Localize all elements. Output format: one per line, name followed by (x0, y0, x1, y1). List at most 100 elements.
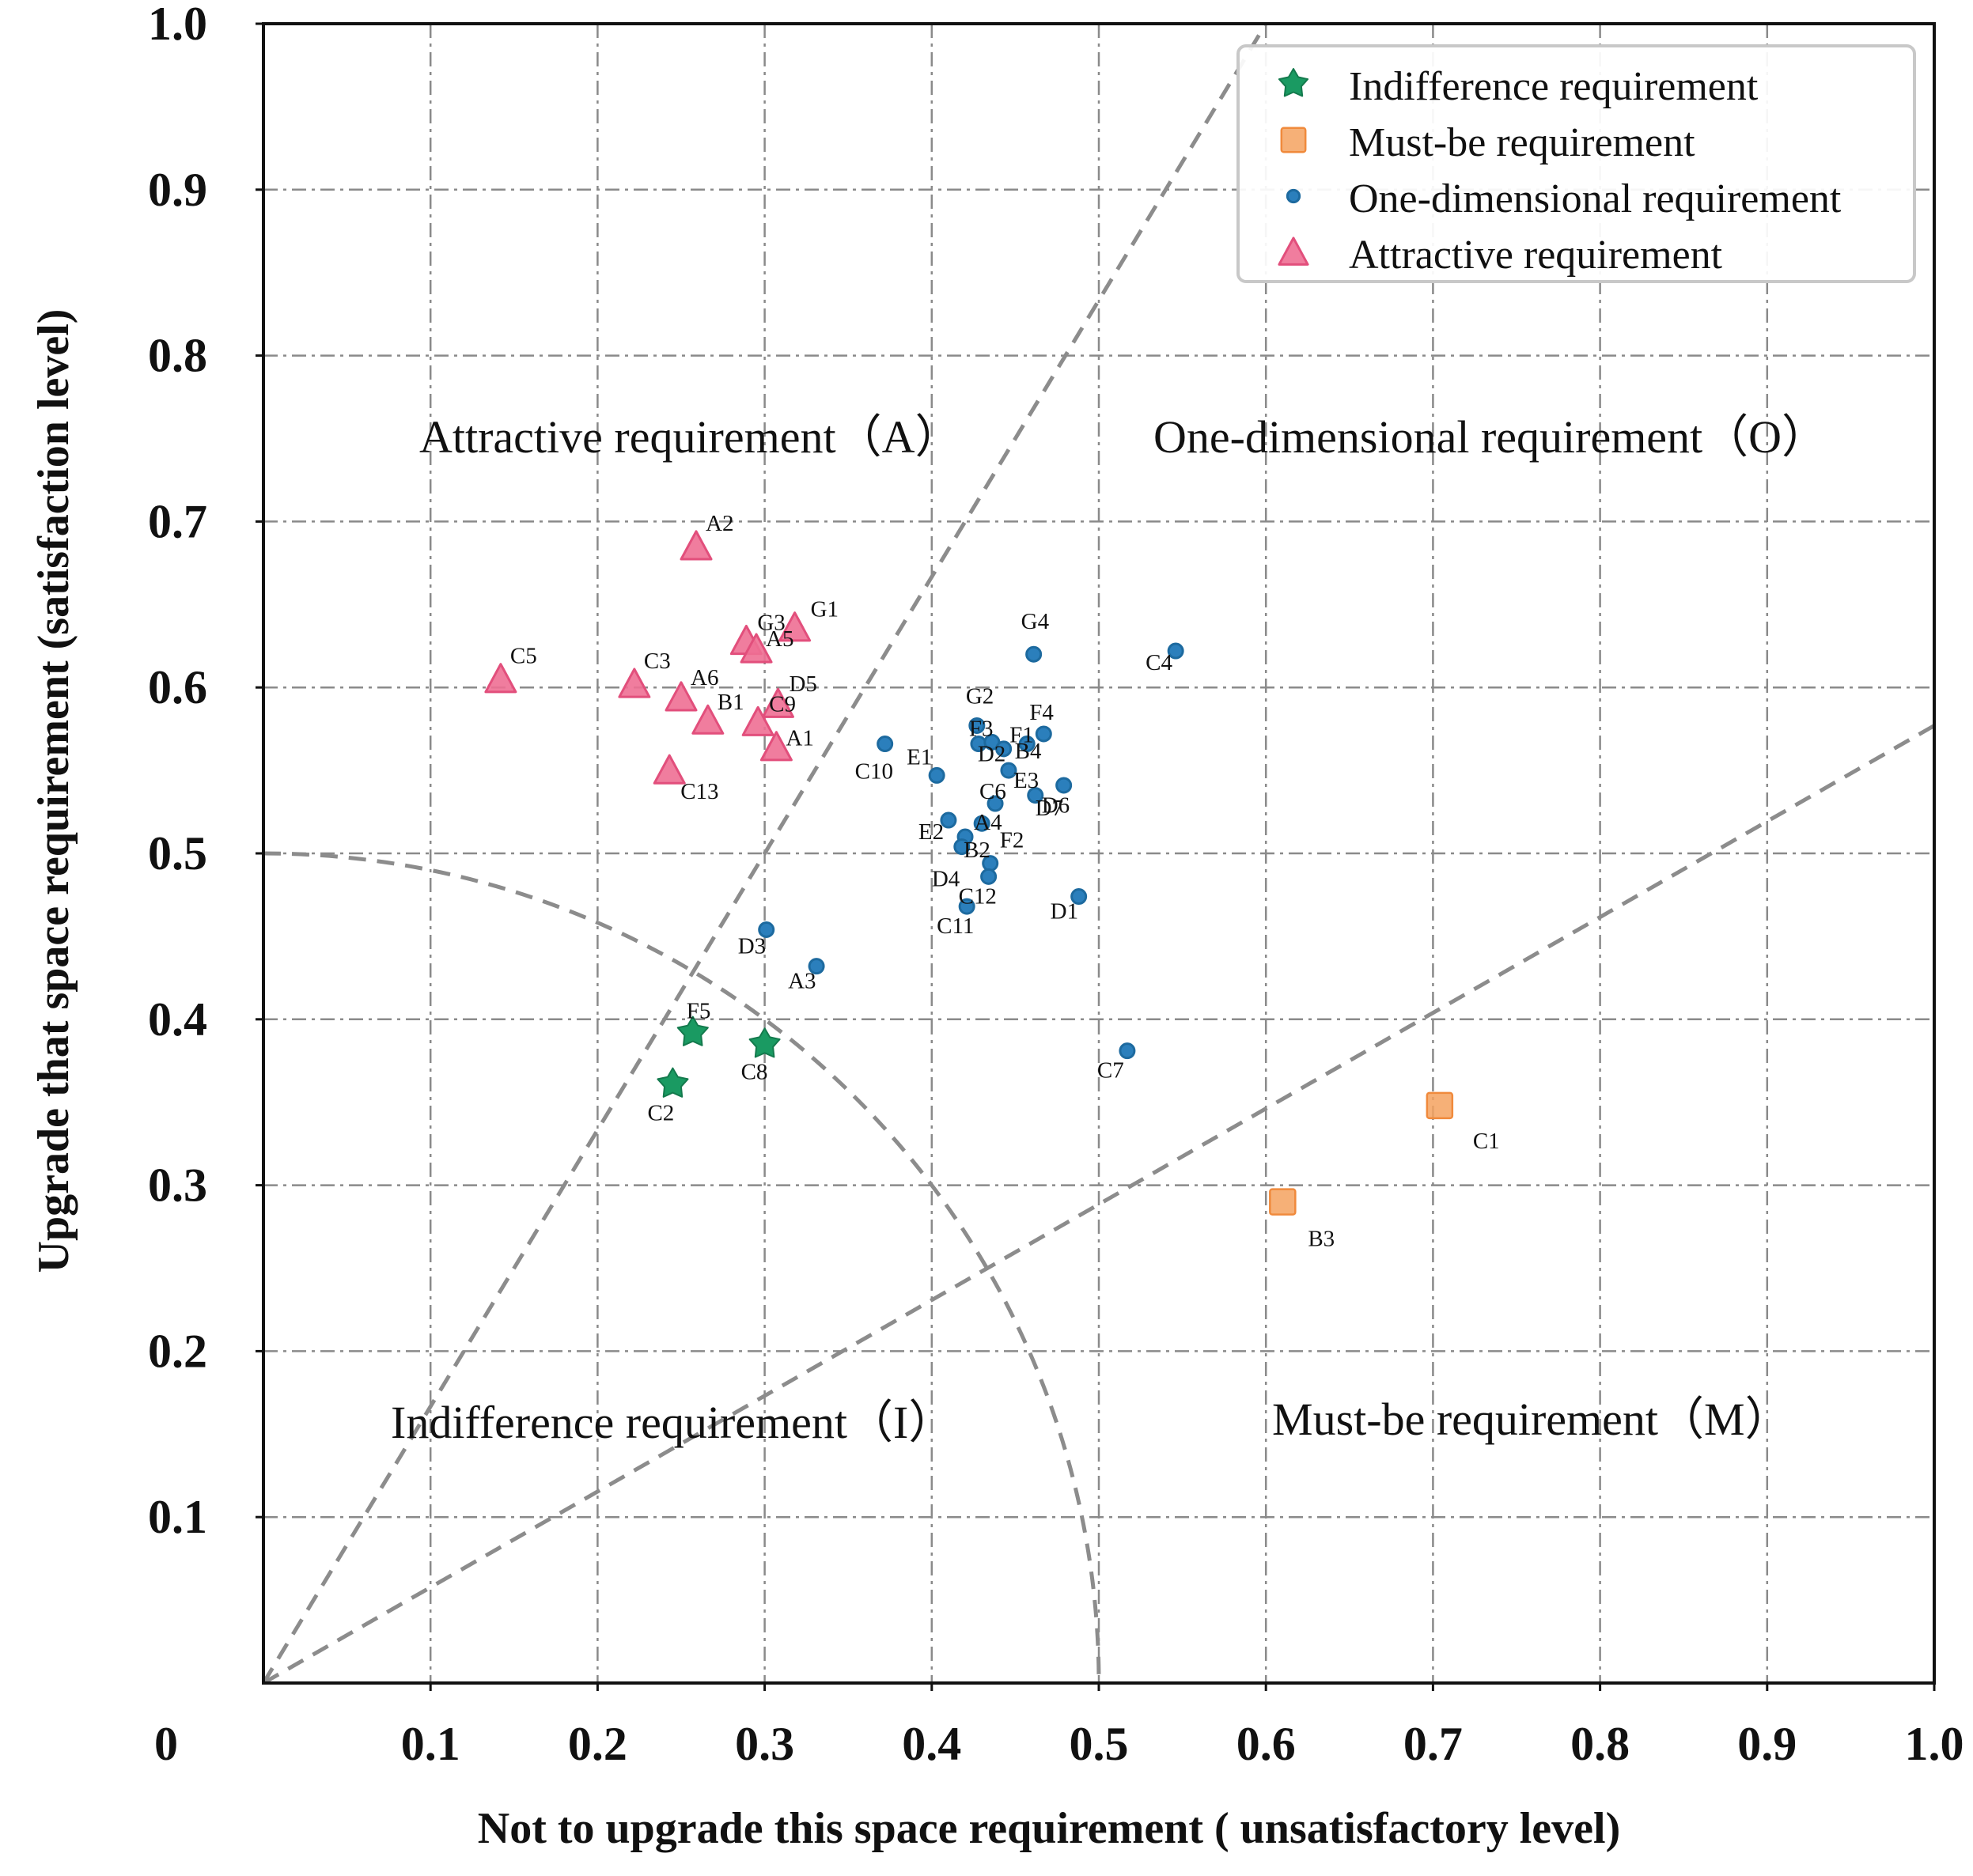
series-indifference-requirement (657, 1016, 781, 1098)
data-point-d3 (758, 921, 775, 939)
point-label-c2: C2 (647, 1101, 674, 1126)
data-point-c7 (1119, 1042, 1136, 1060)
region-label-indifference: Indifference requirement（I） (391, 1397, 954, 1448)
point-label-c10: C10 (855, 759, 893, 785)
data-point-c3 (618, 668, 651, 698)
point-label-d7: D7 (1036, 796, 1063, 821)
point-label-d1: D1 (1051, 899, 1078, 925)
point-label-c8: C8 (741, 1059, 768, 1084)
x-tick-label: 0.6 (1236, 1718, 1296, 1770)
y-tick-label: 0.6 (148, 661, 207, 713)
data-point-d5 (761, 687, 794, 718)
y-tick-label: 0.7 (148, 495, 207, 547)
series-must-be-requirement (1269, 1091, 1454, 1216)
data-point-e1 (928, 766, 945, 784)
y-tick-label: 0.4 (148, 993, 207, 1046)
point-label-c11: C11 (937, 913, 974, 939)
y-tick-label: 0.2 (148, 1325, 207, 1377)
x-tick-label: 0.3 (735, 1718, 794, 1770)
reference-arc (263, 851, 1101, 1684)
data-point-d4 (953, 838, 971, 856)
tick-layer: 0.1 0.2 0.3 0.4 0.5 0.6 0.7 0.8 0.9 1.0 0.1 0.2 0.3 0… (148, 0, 1964, 1770)
point-label-a4: A4 (974, 810, 1002, 835)
data-point-f5 (676, 1016, 709, 1046)
data-point-c13 (653, 754, 686, 785)
legend-marker-must-be-requirement (1280, 127, 1307, 153)
data-point-a1 (759, 731, 793, 762)
data-point-c4 (1167, 642, 1184, 660)
data-point-f4 (1035, 725, 1052, 743)
point-label-b2: B2 (964, 838, 990, 863)
point-label-c13: C13 (680, 779, 718, 804)
series-attractive-requirement (484, 530, 812, 785)
region-labels: Attractive requirement（A） One-dimensiona… (391, 411, 1827, 1448)
point-label-f1: F1 (1009, 723, 1034, 748)
point-label-f4: F4 (1029, 700, 1054, 725)
point-label-d2: D2 (978, 741, 1005, 766)
point-label-a5: A5 (766, 626, 793, 652)
point-label-c5: C5 (510, 644, 537, 669)
data-point-e3 (1000, 762, 1017, 779)
point-label-b3: B3 (1308, 1227, 1335, 1252)
x-tick-label: 0.9 (1737, 1718, 1797, 1770)
point-label-c1: C1 (1473, 1129, 1500, 1154)
point-label-a6: A6 (691, 665, 718, 690)
legend-label-attractive-requirement: Attractive requirement (1349, 233, 1723, 278)
y-tick-label: 0.8 (148, 330, 207, 382)
y-tick-label: 1.0 (148, 0, 207, 50)
legend-marker-attractive-requirement (1278, 236, 1309, 266)
data-point-b1 (691, 704, 725, 735)
data-point-c6 (986, 795, 1004, 812)
legend: Indifference requirement Must-be requirem… (1236, 44, 1916, 283)
reference-line-2 (262, 724, 1936, 1685)
point-label-c12: C12 (959, 883, 997, 909)
grid-layer (263, 24, 1934, 1683)
point-label-b1: B1 (718, 690, 744, 715)
point-label-f5: F5 (687, 999, 711, 1024)
data-point-g2 (968, 717, 986, 734)
data-point-c8 (748, 1027, 781, 1058)
point-label-e2: E2 (918, 819, 944, 845)
point-label-b4: B4 (1015, 739, 1042, 764)
point-label-a2: A2 (706, 511, 733, 536)
point-label-e3: E3 (1013, 768, 1039, 793)
data-point-a2 (680, 530, 713, 561)
legend-marker-indifference-requirement (1278, 68, 1309, 97)
legend-label-must-be-requirement: Must-be requirement (1349, 120, 1695, 165)
data-point-b3 (1269, 1188, 1297, 1216)
y-tick-label: 0.1 (148, 1491, 207, 1543)
x-axis-label: Not to upgrade this space requirement ( … (478, 1804, 1620, 1853)
data-point-e2 (940, 811, 957, 829)
data-point-a3 (808, 958, 825, 975)
data-point-g1 (778, 611, 812, 642)
data-point-c10 (877, 736, 894, 753)
legend-label-one-dimensional-requirement: One-dimensional requirement (1349, 176, 1842, 221)
point-label-c9: C9 (769, 691, 796, 717)
data-point-g4 (1025, 645, 1043, 663)
data-point-b4 (995, 740, 1013, 758)
region-label-attractive: Attractive requirement（A） (419, 411, 960, 463)
point-label-d6: D6 (1042, 793, 1070, 819)
point-label-g4: G4 (1021, 609, 1050, 634)
data-point-d1 (1070, 888, 1088, 906)
origin-label: 0 (154, 1718, 178, 1770)
legend-marker-one-dimensional-requirement (1286, 188, 1301, 204)
data-point-a5 (740, 633, 773, 664)
point-label-g1: G1 (811, 597, 839, 622)
data-point-d6 (1027, 787, 1044, 804)
point-label-a3: A3 (788, 969, 816, 994)
point-label-g3: G3 (757, 610, 785, 635)
x-tick-label: 0.2 (568, 1718, 627, 1770)
y-axis-label: Upgrade that space requirement (satisfac… (29, 309, 78, 1273)
point-label-e1: E1 (907, 744, 932, 770)
y-tick-label: 0.9 (148, 164, 207, 216)
point-label-f3: F3 (969, 717, 994, 742)
region-label-must-be: Must-be requirement（M） (1272, 1394, 1791, 1445)
series-one-dimensional-requirement (758, 642, 1184, 1060)
x-tick-label: 0.7 (1403, 1718, 1463, 1770)
legend-box (1236, 44, 1916, 283)
point-label-a1: A1 (786, 726, 813, 751)
